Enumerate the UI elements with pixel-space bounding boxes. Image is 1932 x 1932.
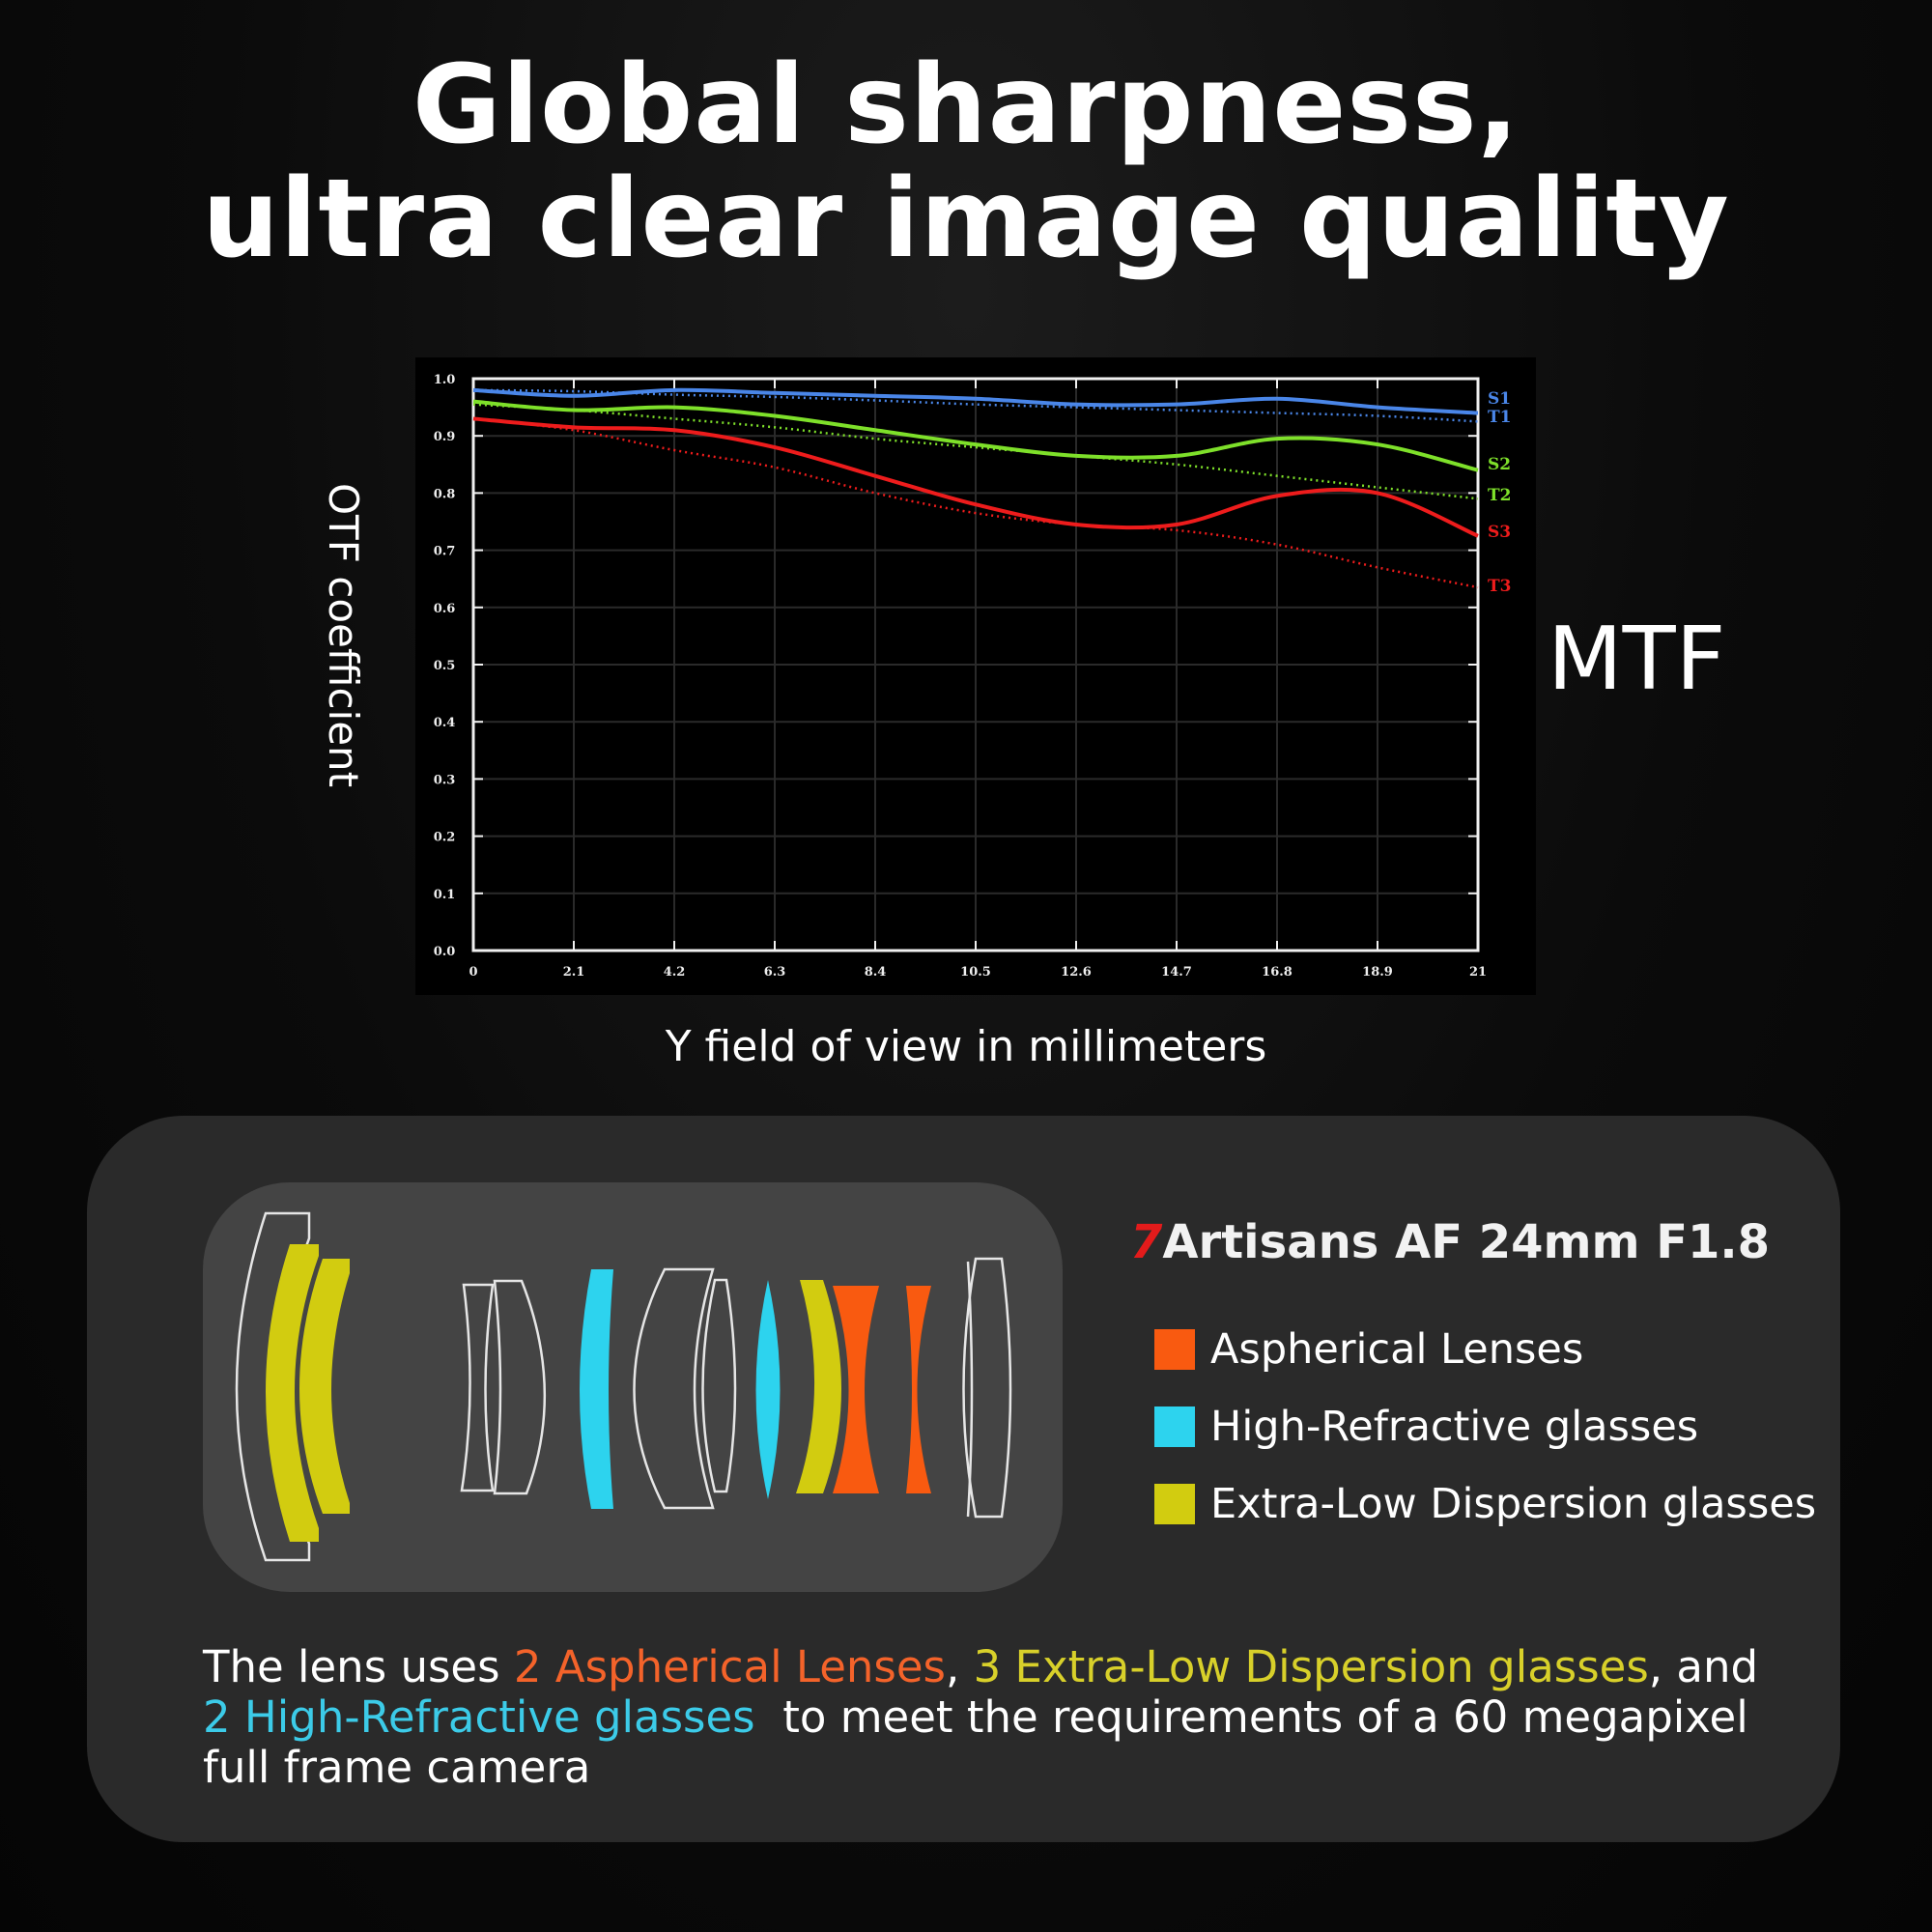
x-axis-title: Y field of view in millimeters [665, 1022, 1267, 1071]
lens-legend: Aspherical Lenses High-Refractive glasse… [1154, 1321, 1816, 1553]
svg-text:18.9: 18.9 [1362, 965, 1393, 980]
svg-text:0.6: 0.6 [434, 602, 456, 616]
lens-elements-diagram [235, 1211, 1012, 1562]
y-axis-title: OTF coefficient [320, 483, 367, 788]
svg-text:21: 21 [1469, 965, 1487, 980]
desc-aspherical: 2 Aspherical Lenses [513, 1641, 946, 1692]
headline-line-1: Global sharpness, [412, 43, 1520, 168]
ed-lens-1 [266, 1244, 319, 1542]
desc-text: The lens uses [203, 1641, 514, 1692]
yellow-swatch-icon [1154, 1484, 1195, 1524]
lens-description: The lens uses 2 Aspherical Lenses, 3 Ext… [203, 1642, 1787, 1793]
svg-text:T1: T1 [1488, 408, 1511, 427]
legend-label: Aspherical Lenses [1210, 1325, 1584, 1374]
legend-item-high-refractive: High-Refractive glasses [1154, 1399, 1816, 1455]
headline-line-2: ultra clear image quality [202, 156, 1730, 282]
svg-text:0.0: 0.0 [434, 945, 456, 959]
svg-text:1.0: 1.0 [434, 373, 456, 387]
svg-text:T2: T2 [1488, 486, 1511, 505]
svg-text:0.8: 0.8 [434, 487, 456, 501]
aspherical-lens-1 [833, 1286, 879, 1493]
svg-text:6.3: 6.3 [764, 965, 786, 980]
svg-text:0.3: 0.3 [434, 773, 456, 787]
svg-text:14.7: 14.7 [1161, 965, 1192, 980]
series-S1 [472, 387, 1479, 415]
svg-text:0.5: 0.5 [434, 659, 456, 673]
lens-diagram [203, 1182, 1063, 1592]
svg-text:4.2: 4.2 [664, 965, 686, 980]
aspherical-lens-2 [906, 1286, 931, 1493]
legend-item-aspherical: Aspherical Lenses [1154, 1321, 1816, 1378]
product-name: Artisans AF 24mm F1.8 [1162, 1215, 1771, 1269]
hr-lens-1 [580, 1269, 613, 1509]
series-S2 [472, 399, 1479, 472]
desc-text: , [945, 1641, 974, 1692]
svg-text:S3: S3 [1488, 523, 1511, 542]
brand-mark: 7 [1130, 1215, 1163, 1269]
svg-text:8.4: 8.4 [865, 965, 887, 980]
svg-text:12.6: 12.6 [1061, 965, 1092, 980]
svg-text:0.7: 0.7 [434, 545, 456, 559]
legend-label: High-Refractive glasses [1210, 1403, 1699, 1451]
headline: Global sharpness, ultra clear image qual… [0, 48, 1932, 276]
svg-text:0: 0 [469, 965, 477, 980]
desc-text: to meet the requirements of a 60 megapix… [203, 1691, 1763, 1793]
ed-lens-3 [796, 1280, 841, 1493]
svg-text:2.1: 2.1 [563, 965, 585, 980]
mtf-chart: 0 2.1 4.2 6.3 8.4 10.5 12.6 14.7 16.8 18.9 21 0.0 0.… [415, 357, 1536, 995]
product-title: 7Artisans AF 24mm F1.8 [1130, 1215, 1770, 1269]
mtf-label: MTF [1548, 609, 1726, 710]
desc-high-refractive: 2 High-Refractive glasses [203, 1691, 755, 1743]
legend-item-extra-low-dispersion: Extra-Low Dispersion glasses [1154, 1476, 1816, 1532]
orange-swatch-icon [1154, 1329, 1195, 1370]
svg-text:16.8: 16.8 [1262, 965, 1293, 980]
svg-text:0.1: 0.1 [434, 888, 456, 902]
hr-lens-2 [755, 1280, 781, 1499]
desc-ed: 3 Extra-Low Dispersion glasses [973, 1641, 1649, 1692]
series-T3 [472, 417, 1479, 589]
svg-text:T3: T3 [1488, 577, 1511, 596]
svg-text:S2: S2 [1488, 455, 1511, 474]
series-S3 [472, 416, 1479, 538]
cyan-swatch-icon [1154, 1406, 1195, 1447]
svg-text:0.4: 0.4 [434, 716, 456, 730]
svg-text:S1: S1 [1488, 389, 1511, 409]
svg-text:0.2: 0.2 [434, 831, 456, 845]
svg-text:0.9: 0.9 [434, 430, 456, 444]
legend-label: Extra-Low Dispersion glasses [1210, 1480, 1817, 1528]
desc-text: , and [1648, 1641, 1759, 1692]
svg-text:10.5: 10.5 [960, 965, 991, 980]
ed-lens-2 [299, 1259, 350, 1514]
